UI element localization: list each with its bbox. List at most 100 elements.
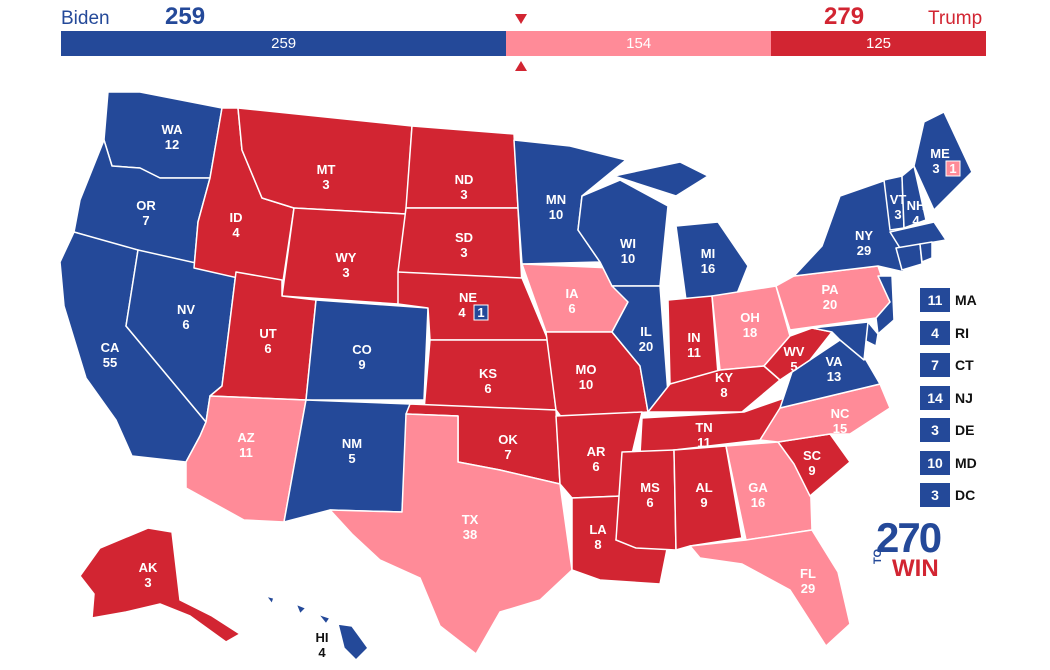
small-state-box-ri[interactable]: 4 (920, 320, 950, 345)
state-label-ms: MS (640, 480, 660, 495)
state-ev-mo: 10 (579, 377, 593, 392)
state-ev-mi: 16 (701, 261, 715, 276)
state-tx[interactable] (329, 413, 573, 655)
small-state-label-de: DE (955, 422, 975, 438)
district-box-me[interactable] (945, 160, 961, 177)
state-ev-az: 11 (239, 445, 253, 460)
state-label-ak: AK (139, 560, 158, 575)
district-box-ne[interactable] (473, 304, 489, 321)
state-label-nh: NH (907, 198, 926, 213)
small-state-label-ma: MA (955, 292, 977, 308)
state-ct[interactable] (895, 243, 923, 271)
state-label-fl: FL (800, 566, 816, 581)
small-state-label-md: MD (955, 454, 977, 471)
state-ev-sc: 9 (808, 463, 815, 478)
state-label-al: AL (695, 480, 712, 495)
state-ak[interactable] (79, 527, 241, 643)
state-label-ne: NE (459, 290, 477, 305)
small-state-box-md[interactable]: 10 (920, 450, 950, 475)
state-ev-ok: 7 (504, 447, 511, 462)
small-state-box-nj[interactable]: 14 (920, 385, 950, 410)
state-ev-wi: 10 (621, 251, 635, 266)
state-ev-hi: 4 (318, 645, 326, 660)
logo-win: WIN (892, 555, 939, 582)
state-label-nv: NV (177, 302, 195, 317)
state-label-la: LA (589, 522, 607, 537)
state-ev-ga: 16 (751, 495, 765, 510)
state-label-mt: MT (317, 162, 336, 177)
state-label-sc: SC (803, 448, 822, 463)
state-ev-il: 20 (639, 339, 653, 354)
biden-name: Biden (61, 8, 110, 29)
state-label-tx: TX (462, 512, 479, 527)
small-state-box-de[interactable]: 3 (920, 418, 950, 442)
state-ev-tn: 11 (697, 435, 711, 450)
state-co[interactable] (305, 299, 429, 401)
state-ev-va: 13 (827, 369, 841, 384)
state-ev-wy: 3 (342, 265, 349, 280)
270-marker-top-icon (515, 14, 527, 24)
state-wv[interactable] (763, 327, 833, 381)
electoral-vote-header: Biden 259 279 Trump 259 154 125 (0, 0, 1050, 80)
state-ev-sd: 3 (460, 245, 467, 260)
small-state-box-ma[interactable]: 11 (920, 288, 950, 312)
electoral-vote-bar: 259 154 125 (61, 31, 986, 56)
small-state-label-nj: NJ (955, 389, 973, 406)
state-ev-ms: 6 (646, 495, 653, 510)
state-ev-ut: 6 (264, 341, 271, 356)
bar-segment-2: 125 (771, 31, 986, 56)
state-ev-nm: 5 (348, 451, 355, 466)
state-ga[interactable] (725, 441, 813, 541)
state-ev-me: 3 (932, 161, 939, 176)
state-label-nd: ND (455, 172, 474, 187)
state-label-nc: NC (831, 406, 850, 421)
270towin-logo: 270 TO WIN (872, 516, 947, 586)
state-label-pa: PA (821, 282, 839, 297)
trump-name: Trump (928, 8, 983, 29)
state-label-mi: MI (701, 246, 715, 261)
state-label-sd: SD (455, 230, 473, 245)
state-label-az: AZ (237, 430, 254, 445)
state-label-ok: OK (498, 432, 518, 447)
state-label-oh: OH (740, 310, 760, 325)
270-marker-bottom-icon (515, 61, 527, 71)
state-label-vt: VT (890, 192, 907, 207)
state-label-ny: NY (855, 228, 873, 243)
state-ri[interactable] (919, 241, 933, 263)
small-state-box-dc[interactable]: 3 (920, 483, 950, 507)
state-label-hi: HI (316, 630, 329, 645)
state-mt[interactable] (237, 107, 413, 215)
state-il[interactable] (611, 285, 669, 413)
state-label-tn: TN (695, 420, 712, 435)
state-ev-ia: 6 (568, 301, 575, 316)
state-label-wi: WI (620, 236, 636, 251)
state-label-wv: WV (784, 344, 805, 359)
state-ms[interactable] (615, 449, 677, 551)
biden-total: 259 (165, 3, 206, 30)
small-state-box-ct[interactable]: 7 (920, 353, 950, 377)
state-ev-pa: 20 (823, 297, 837, 312)
state-me[interactable] (913, 111, 973, 211)
state-ev-ky: 8 (720, 385, 727, 400)
state-al[interactable] (673, 445, 743, 551)
logo-to: TO (872, 548, 884, 564)
state-fl[interactable] (689, 529, 851, 647)
state-mi[interactable] (613, 161, 749, 301)
state-ev-ks: 6 (484, 381, 491, 396)
state-nm[interactable] (283, 399, 411, 523)
state-md[interactable] (811, 321, 869, 361)
state-nh[interactable] (901, 165, 927, 229)
state-ev-mt: 3 (322, 177, 329, 192)
state-ev-nc: 15 (833, 421, 847, 436)
state-label-ga: GA (748, 480, 768, 495)
us-electoral-map: WA12OR7CA55NV6ID4MT3WY3UT6AZ11CO9NM5ND3S… (59, 91, 973, 661)
bar-segment-1: 154 (506, 31, 772, 56)
state-label-or: OR (136, 198, 156, 213)
state-label-in: IN (688, 330, 701, 345)
state-label-va: VA (825, 354, 843, 369)
state-hi[interactable] (265, 595, 369, 661)
small-state-label-ct: CT (955, 357, 974, 373)
state-label-me: ME (930, 146, 950, 161)
state-label-nm: NM (342, 436, 362, 451)
state-ev-vt: 3 (894, 207, 901, 222)
